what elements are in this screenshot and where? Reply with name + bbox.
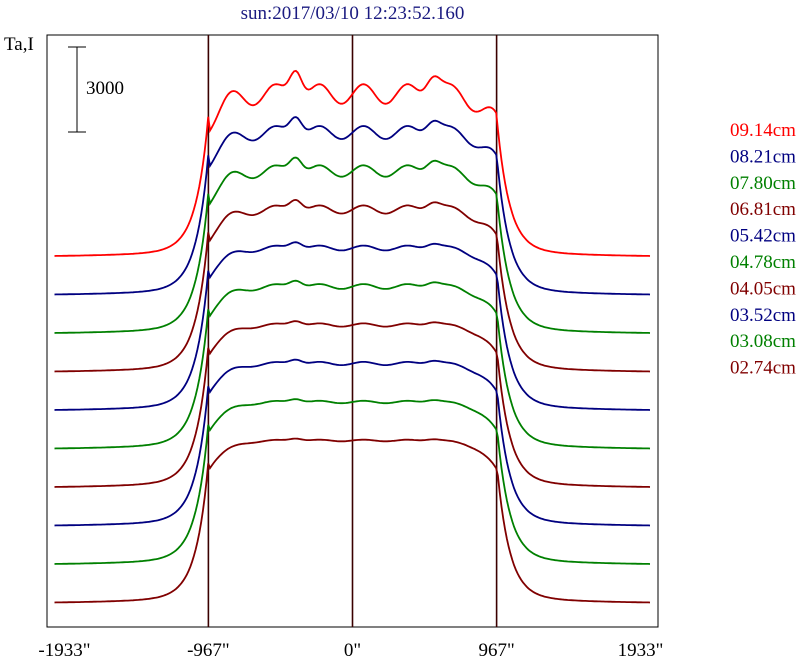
legend: 09.14cm 08.21cm 07.80cm 06.81cm 05.42cm 04.78… xyxy=(730,120,796,379)
x-tick-label: 1933" xyxy=(618,640,664,661)
legend-entry: 06.81cm xyxy=(730,199,796,220)
legend-entry: 09.14cm xyxy=(730,120,796,141)
series-line xyxy=(54,398,651,565)
legend-entry: 04.05cm xyxy=(730,278,796,299)
series-line xyxy=(54,156,651,334)
chart-title: sun:2017/03/10 12:23:52.160 xyxy=(240,3,465,24)
legend-entry: 02.74cm xyxy=(730,358,796,379)
y-axis-label: Ta,I xyxy=(4,34,34,55)
series-line xyxy=(54,116,651,296)
x-tick-labels: -1933" -967" 0" 967" 1933" xyxy=(38,640,663,661)
series-line xyxy=(54,358,651,527)
x-tick-label: 967" xyxy=(478,640,514,661)
series-line xyxy=(54,320,651,488)
series-layer xyxy=(54,69,651,604)
series-line xyxy=(54,437,651,604)
legend-entry: 04.78cm xyxy=(730,252,796,273)
vertical-lines xyxy=(207,35,498,627)
series-line xyxy=(54,69,651,257)
scale-bar-label: 3000 xyxy=(86,78,124,99)
x-tick-label: -1933" xyxy=(38,640,90,661)
legend-entry: 05.42cm xyxy=(730,226,796,247)
legend-entry: 07.80cm xyxy=(730,173,796,194)
x-tick-label: 0" xyxy=(344,640,361,661)
legend-entry: 03.08cm xyxy=(730,331,796,352)
x-tick-label: -967" xyxy=(187,640,230,661)
scale-bar: 3000 xyxy=(68,46,124,133)
series-line xyxy=(54,241,651,411)
legend-entry: 03.52cm xyxy=(730,305,796,326)
series-line xyxy=(54,279,651,450)
legend-entry: 08.21cm xyxy=(730,146,796,167)
series-line xyxy=(54,198,651,373)
